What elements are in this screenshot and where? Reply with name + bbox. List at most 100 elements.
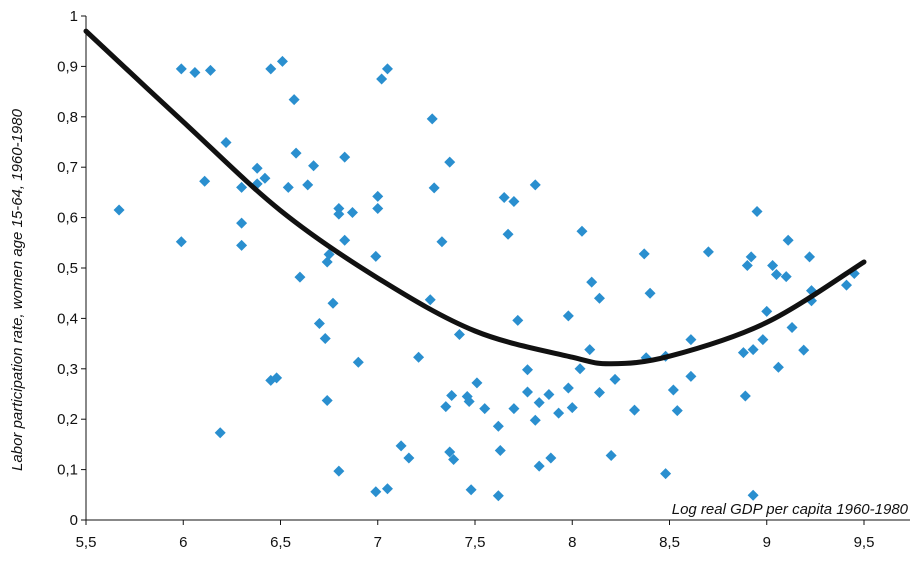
y-tick-label: 0,1 — [57, 462, 78, 479]
x-tick-label: 9 — [763, 534, 771, 551]
data-point — [479, 403, 491, 415]
data-point — [251, 162, 263, 174]
x-tick-label: 7 — [374, 534, 382, 551]
data-point — [782, 234, 794, 246]
data-point — [463, 396, 475, 408]
y-axis-title: Labor participation rate, women age 15-6… — [9, 108, 26, 471]
y-tick-label: 0,2 — [57, 411, 78, 428]
data-point — [288, 94, 300, 106]
data-point — [282, 181, 294, 193]
x-axis-title: Log real GDP per capita 1960-1980 — [672, 501, 909, 518]
data-point — [413, 351, 425, 363]
data-point — [757, 334, 769, 346]
data-point — [199, 175, 211, 187]
y-tick-label: 1 — [70, 8, 78, 25]
data-point — [214, 427, 226, 439]
data-point — [189, 66, 201, 78]
data-point — [747, 489, 759, 501]
data-point — [512, 314, 524, 326]
data-point — [319, 333, 331, 345]
data-point — [175, 63, 187, 75]
data-point — [376, 73, 388, 85]
y-tick-label: 0,6 — [57, 210, 78, 227]
data-point — [372, 203, 384, 215]
data-point — [593, 386, 605, 398]
data-point — [426, 113, 438, 125]
data-point — [339, 234, 351, 246]
data-point — [259, 172, 271, 184]
y-tick-label: 0,5 — [57, 260, 78, 277]
data-point — [562, 310, 574, 322]
data-point — [605, 449, 617, 461]
data-point — [508, 195, 520, 207]
data-point — [370, 250, 382, 262]
data-point — [545, 452, 557, 464]
x-tick-label: 7,5 — [465, 534, 486, 551]
data-point — [381, 63, 393, 75]
data-point — [424, 294, 436, 306]
data-point — [533, 397, 545, 409]
data-point — [609, 373, 621, 385]
data-point — [465, 484, 477, 496]
data-point — [737, 347, 749, 359]
x-tick-label: 6 — [179, 534, 187, 551]
data-point — [780, 271, 792, 283]
y-axis-ticks: 0 0,1 0,2 0,3 0,4 0,5 0,6 0,7 0,8 0,9 1 — [57, 8, 86, 529]
data-point — [522, 364, 534, 376]
data-point — [543, 389, 555, 401]
data-point — [308, 160, 320, 172]
data-point — [660, 468, 672, 480]
data-point — [761, 305, 773, 317]
data-point — [498, 191, 510, 203]
data-point — [751, 206, 763, 218]
data-point — [323, 248, 335, 260]
data-point — [522, 386, 534, 398]
y-tick-label: 0,8 — [57, 109, 78, 126]
data-point — [508, 403, 520, 415]
data-point — [446, 390, 458, 402]
data-point — [236, 239, 248, 251]
data-point — [553, 407, 565, 419]
data-point — [276, 55, 288, 67]
data-point — [562, 382, 574, 394]
data-point — [586, 276, 598, 288]
data-point — [113, 204, 125, 216]
data-point — [436, 236, 448, 248]
data-point — [494, 444, 506, 456]
x-tick-label: 8,5 — [659, 534, 680, 551]
x-tick-label: 5,5 — [76, 534, 97, 551]
data-point — [327, 297, 339, 309]
x-tick-label: 8 — [568, 534, 576, 551]
data-point — [333, 208, 345, 220]
y-tick-label: 0,3 — [57, 361, 78, 378]
data-point — [798, 344, 810, 356]
data-point — [574, 363, 586, 375]
fitted-curve — [83, 28, 867, 367]
data-point — [584, 344, 596, 356]
data-point — [403, 452, 415, 464]
data-point — [804, 251, 816, 263]
data-point — [444, 156, 456, 168]
data-point — [370, 486, 382, 498]
x-tick-label: 9,5 — [854, 534, 875, 551]
data-point — [339, 151, 351, 163]
data-point — [772, 361, 784, 373]
data-point — [321, 256, 333, 268]
data-point — [767, 259, 779, 271]
data-point — [381, 483, 393, 495]
data-point — [395, 440, 407, 452]
data-points — [113, 55, 860, 502]
y-tick-label: 0,9 — [57, 58, 78, 75]
data-point — [265, 63, 277, 75]
data-point — [739, 390, 751, 402]
data-point — [333, 465, 345, 477]
data-point — [204, 64, 216, 76]
data-point — [492, 490, 504, 502]
data-point — [770, 269, 782, 281]
x-axis-ticks: 5,5 6 6,5 7 7,5 8 8,5 9 9,5 — [76, 520, 875, 551]
data-point — [628, 404, 640, 416]
data-point — [294, 271, 306, 283]
data-point — [566, 402, 578, 414]
data-point — [840, 279, 852, 291]
